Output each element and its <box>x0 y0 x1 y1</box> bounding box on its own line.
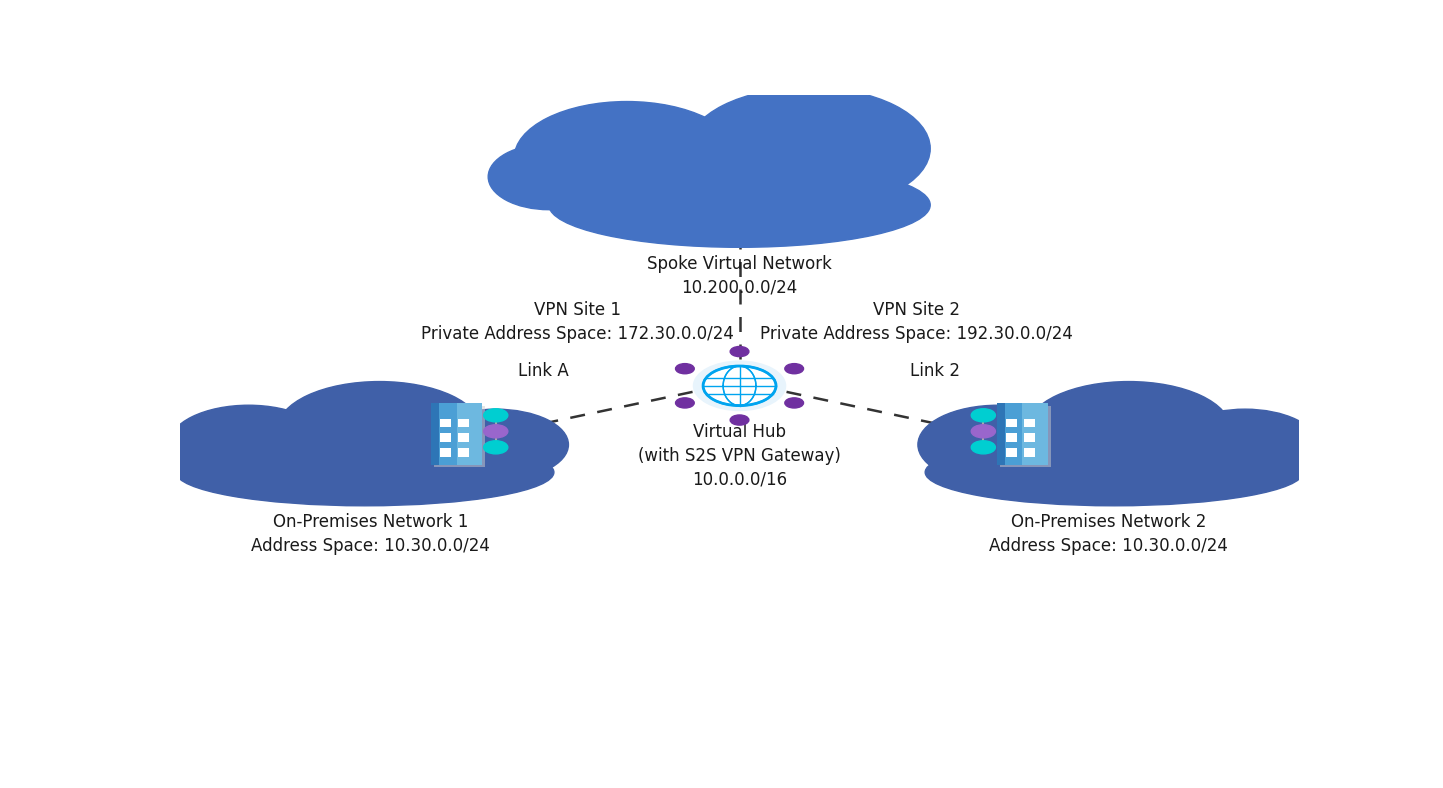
Bar <box>997 403 1048 465</box>
Circle shape <box>693 360 786 411</box>
Text: Virtual Hub
(with S2S VPN Gateway)
10.0.0.0/16: Virtual Hub (with S2S VPN Gateway) 10.0.… <box>638 423 841 489</box>
Circle shape <box>483 409 508 422</box>
Circle shape <box>703 366 776 406</box>
Bar <box>1006 448 1017 456</box>
Circle shape <box>675 398 694 408</box>
Text: Link 2: Link 2 <box>911 362 960 380</box>
Ellipse shape <box>176 439 554 506</box>
Circle shape <box>971 425 996 438</box>
Circle shape <box>675 363 694 374</box>
Bar <box>457 418 469 427</box>
Bar <box>1000 406 1051 467</box>
Bar <box>456 403 482 465</box>
Text: Spoke Virtual Network
10.200.0.0/24: Spoke Virtual Network 10.200.0.0/24 <box>646 255 833 297</box>
Text: On-Premises Network 1
Address Space: 10.30.0.0/24: On-Premises Network 1 Address Space: 10.… <box>251 513 491 555</box>
Ellipse shape <box>169 405 329 484</box>
Text: VPN Site 1
Private Address Space: 172.30.0.0/24: VPN Site 1 Private Address Space: 172.30… <box>421 301 734 343</box>
Bar <box>1023 403 1048 465</box>
Ellipse shape <box>514 102 740 214</box>
Ellipse shape <box>277 381 481 476</box>
Circle shape <box>730 347 749 357</box>
Circle shape <box>971 409 996 422</box>
Ellipse shape <box>423 409 569 480</box>
Bar <box>434 406 485 467</box>
Bar <box>1006 433 1017 442</box>
Bar <box>1025 433 1035 442</box>
Ellipse shape <box>687 87 931 210</box>
Circle shape <box>785 363 804 374</box>
Circle shape <box>483 440 508 454</box>
Bar <box>1025 448 1035 456</box>
Ellipse shape <box>918 405 1078 484</box>
Bar <box>431 403 482 465</box>
Bar <box>440 448 452 456</box>
Text: Link A: Link A <box>518 362 569 380</box>
Circle shape <box>483 425 508 438</box>
Bar <box>997 403 1004 465</box>
Bar <box>440 418 452 427</box>
Bar <box>457 448 469 456</box>
Ellipse shape <box>1027 381 1231 476</box>
Circle shape <box>785 398 804 408</box>
Ellipse shape <box>925 439 1303 506</box>
Bar <box>431 403 439 465</box>
Circle shape <box>730 415 749 425</box>
Ellipse shape <box>1172 409 1317 480</box>
Bar <box>1025 418 1035 427</box>
Bar <box>440 433 452 442</box>
Ellipse shape <box>488 144 609 210</box>
Text: VPN Site 2
Private Address Space: 192.30.0.0/24: VPN Site 2 Private Address Space: 192.30… <box>760 301 1072 343</box>
Bar <box>1006 418 1017 427</box>
Ellipse shape <box>548 162 931 247</box>
Circle shape <box>971 440 996 454</box>
Text: On-Premises Network 2
Address Space: 10.30.0.0/24: On-Premises Network 2 Address Space: 10.… <box>988 513 1228 555</box>
Bar <box>457 433 469 442</box>
